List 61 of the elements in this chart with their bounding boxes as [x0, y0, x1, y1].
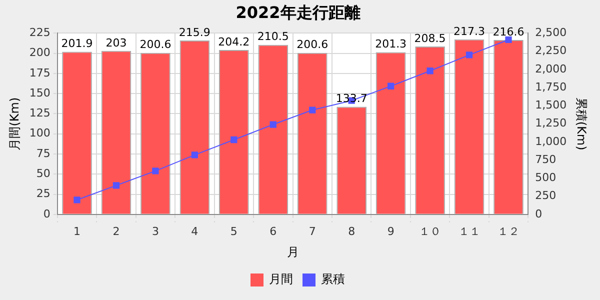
- y-tick-label: 25: [36, 187, 50, 200]
- y2-tick-label: 1,750: [535, 80, 567, 94]
- data-label: 217.3: [454, 24, 486, 38]
- x-tick-label: 9: [387, 224, 394, 238]
- point: [230, 136, 238, 144]
- legend-label: 月間: [269, 272, 293, 286]
- x-tick-label: 3: [152, 224, 159, 238]
- data-label: 200.6: [140, 38, 172, 52]
- y2-tick-label: 2,000: [535, 62, 567, 76]
- y2-tick-label: 1,250: [535, 116, 567, 130]
- point: [112, 182, 120, 189]
- point: [152, 168, 159, 174]
- x-tick-label: 7: [308, 224, 316, 238]
- y-tick-label: 0: [43, 207, 50, 220]
- y-tick-label: 100: [29, 126, 50, 140]
- y-tick-label: 150: [29, 86, 50, 100]
- x-tick-label: 1: [74, 224, 81, 238]
- point: [270, 121, 276, 128]
- x-tick-label: 8: [348, 224, 356, 238]
- data-label: 201.3: [375, 38, 407, 51]
- y-tick-label: 200: [29, 46, 50, 60]
- y2-tick-label: 2,250: [535, 44, 567, 58]
- data-label: 203: [106, 36, 127, 50]
- data-label: 200.6: [296, 38, 328, 52]
- y2-tick-label: 250: [535, 189, 556, 202]
- point: [309, 106, 316, 114]
- data-label: 215.9: [178, 26, 210, 39]
- x-tick-label: １０: [419, 224, 442, 238]
- y2-axis-title: 累積(Km): [574, 97, 589, 150]
- y2-tick-label: 0: [535, 207, 542, 220]
- point: [426, 68, 434, 74]
- point: [191, 152, 198, 158]
- x-tick-label: 5: [230, 224, 238, 238]
- y-tick-label: 50: [36, 166, 50, 180]
- data-label: 204.2: [218, 35, 250, 48]
- y-tick-label: 75: [36, 146, 50, 160]
- y-tick-label: 125: [29, 106, 50, 120]
- y2-tick-label: 2,500: [535, 26, 567, 40]
- x-tick-label: 2: [112, 224, 120, 238]
- point: [387, 82, 394, 90]
- y2-tick-label: 1,500: [535, 98, 567, 112]
- x-tick-label: 4: [191, 224, 198, 238]
- y-tick-label: 225: [29, 26, 50, 40]
- data-label: 210.5: [257, 30, 289, 44]
- data-label: 208.5: [414, 32, 446, 45]
- y-axis-title: 月間(Km): [7, 97, 22, 150]
- y-tick-label: 175: [29, 66, 50, 80]
- x-axis-title: 月: [286, 244, 299, 259]
- data-label: 201.9: [61, 37, 93, 50]
- x-tick-label: １２: [497, 224, 520, 238]
- x-tick-label: 6: [270, 224, 277, 238]
- legend-label: 累積: [321, 272, 345, 286]
- x-tick-label: １１: [458, 224, 480, 238]
- chart-title: 2022年走行距離: [236, 2, 360, 22]
- y2-tick-label: 500: [535, 171, 556, 184]
- y2-tick-label: 1,000: [535, 134, 567, 148]
- point: [74, 196, 80, 204]
- y2-tick-label: 750: [535, 152, 556, 166]
- point: [505, 36, 512, 44]
- data-label: 216.6: [492, 25, 524, 38]
- point: [466, 52, 473, 58]
